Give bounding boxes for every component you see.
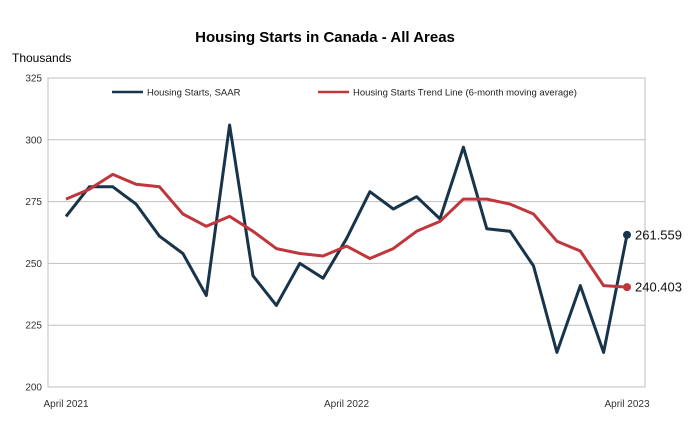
end-labels: 261.559 240.403 (635, 227, 682, 294)
end-value-label-1: 240.403 (635, 280, 682, 295)
legend-entry-0: Housing Starts, SAAR (147, 88, 241, 99)
y-tick-label: 300 (25, 135, 42, 146)
legend: Housing Starts, SAAR Housing Starts Trend… (112, 88, 577, 99)
legend-entry-1: Housing Starts Trend Line (6-month movin… (353, 88, 577, 99)
gridlines (47, 77, 646, 388)
plot-frame (47, 77, 646, 388)
y-tick-labels: 200 225 250 275 300 325 (25, 74, 42, 394)
end-point-0 (623, 230, 631, 239)
y-tick-label: 275 (25, 197, 42, 208)
y-tick-label: 325 (25, 74, 42, 85)
x-tick-labels: April 2021 April 2022 April 2023 (43, 399, 649, 410)
series-line-0 (64, 123, 629, 354)
y-tick-label: 200 (25, 383, 42, 394)
y-axis-label: Thousands (12, 51, 71, 65)
series-lines (64, 123, 631, 354)
y-tick-label: 250 (25, 259, 42, 270)
end-value-label-0: 261.559 (635, 227, 682, 242)
y-tick-label: 225 (25, 321, 42, 332)
x-tick-label: April 2021 (43, 399, 88, 410)
series-line-1 (65, 172, 628, 289)
end-point-1 (623, 283, 631, 292)
x-tick-label: April 2023 (604, 399, 649, 410)
chart-title: Housing Starts in Canada - All Areas (195, 29, 455, 46)
x-tick-label: April 2022 (324, 399, 369, 410)
